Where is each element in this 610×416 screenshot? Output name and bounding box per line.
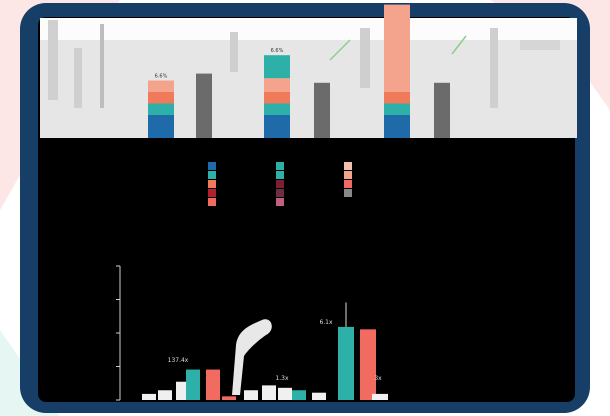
bottom-bar xyxy=(244,390,258,400)
stacked-bar-segment xyxy=(384,115,410,138)
bottom-bar xyxy=(372,393,388,400)
bottom-bar xyxy=(186,369,200,400)
bottom-bar xyxy=(158,390,172,400)
decor-block xyxy=(48,20,58,100)
top-chart-labels: 6.6% 6.6% xyxy=(155,48,284,79)
legend-swatch xyxy=(344,171,352,179)
stacked-bar-segment xyxy=(148,103,174,115)
comparison-bar xyxy=(434,82,450,138)
bar-annotation: 137.4x xyxy=(168,357,189,364)
comparison-bar xyxy=(196,73,212,138)
decor-block xyxy=(360,28,370,88)
legend-swatch xyxy=(276,180,284,188)
bar-value-label: 6.6% xyxy=(155,74,168,80)
decor-block xyxy=(490,28,498,108)
stacked-bar-segment xyxy=(264,55,290,79)
legend-swatches xyxy=(208,162,352,206)
decor-block xyxy=(520,40,560,50)
legend-swatch xyxy=(344,189,352,197)
stacked-bar-segment xyxy=(148,80,174,92)
decor-block xyxy=(74,48,82,108)
legend-swatch xyxy=(276,162,284,170)
legend-swatch xyxy=(276,171,284,179)
stacked-bar-segment xyxy=(384,103,410,115)
top-chart-bars xyxy=(148,4,450,138)
legend-swatch xyxy=(344,180,352,188)
bottom-bar xyxy=(206,369,220,400)
stacked-bar-segment xyxy=(264,92,290,104)
legend-swatch xyxy=(208,198,216,206)
bottom-bar xyxy=(360,329,376,400)
legend-swatch xyxy=(208,180,216,188)
stacked-bar-segment xyxy=(148,115,174,138)
stacked-bar-segment xyxy=(264,103,290,115)
bottom-bar xyxy=(278,387,292,400)
bottom-chart-bars xyxy=(142,302,388,400)
top-chart-header xyxy=(40,18,577,40)
bottom-chart-axis xyxy=(116,265,121,401)
bar-annotation: 6.1x xyxy=(319,319,333,326)
legend-swatch xyxy=(208,189,216,197)
bottom-bar xyxy=(292,390,306,400)
legend-swatch xyxy=(208,171,216,179)
stacked-bar-segment xyxy=(264,78,290,92)
smoke-plume-icon xyxy=(232,319,272,395)
decor-block xyxy=(230,32,238,72)
bottom-bar xyxy=(142,393,156,400)
bottom-bar xyxy=(312,392,326,400)
decor-line xyxy=(329,39,351,61)
legend-swatch xyxy=(208,162,216,170)
bottom-bar xyxy=(262,385,276,400)
bottom-bar xyxy=(338,326,354,400)
stacked-bar-segment xyxy=(148,92,174,104)
legend-swatch xyxy=(276,189,284,197)
bar-value-label: 6.6% xyxy=(271,48,284,54)
legend-swatch xyxy=(276,198,284,206)
decor-line xyxy=(451,35,467,55)
bottom-chart-annotations: 137.4x 1.3x 6.1x 3x xyxy=(168,319,382,382)
bar-annotation: 3x xyxy=(374,375,382,382)
legend-swatch xyxy=(344,162,352,170)
stacked-bar-segment xyxy=(264,115,290,138)
decor-block xyxy=(100,24,104,108)
top-chart-decor xyxy=(48,20,560,108)
comparison-bar xyxy=(314,82,330,138)
bottom-bar xyxy=(222,396,236,400)
stacked-bar-segment xyxy=(384,4,410,93)
bar-annotation: 1.3x xyxy=(275,375,289,382)
stacked-bar-segment xyxy=(384,92,410,104)
